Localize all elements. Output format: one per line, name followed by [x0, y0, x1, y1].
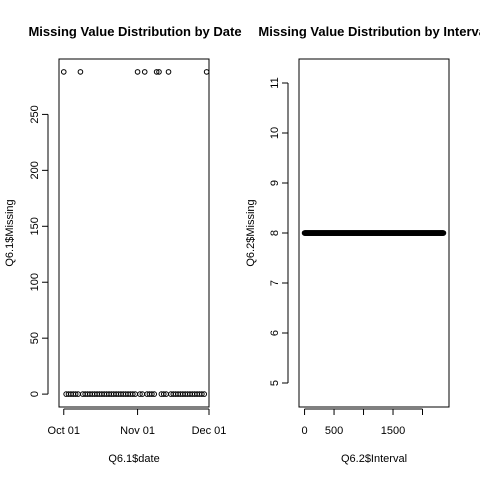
y-axis-title-interval: Q6.2$Missing [245, 199, 257, 266]
data-point [151, 391, 158, 397]
plot-frame-interval [298, 58, 450, 408]
data-point [137, 391, 143, 397]
points-interval [301, 230, 447, 236]
y-tick-label: 100 [29, 273, 41, 291]
data-point [440, 230, 447, 236]
y-tick-label: 7 [269, 280, 281, 286]
plot-frame-date [58, 58, 210, 408]
y-tick-label: 10 [269, 127, 281, 139]
data-point [60, 69, 67, 75]
x-axis-date: Oct 01 Nov 01 Dec 01 [48, 408, 227, 437]
chart-title-interval: Missing Value Distribution by Interval [258, 24, 480, 39]
data-point [149, 391, 155, 397]
data-point [165, 69, 172, 75]
y-tick-label: 200 [29, 161, 41, 179]
y-tick-label: 9 [269, 180, 281, 186]
data-point [77, 69, 84, 75]
y-tick-label: 250 [29, 105, 41, 123]
data-point [130, 391, 136, 397]
y-tick-label: 0 [29, 391, 41, 397]
y-axis-title-date: Q6.1$Missing [4, 199, 16, 266]
panel-date: Missing Value Distribution by Date 0 50 10… [4, 24, 242, 465]
data-point [199, 391, 205, 397]
chart-title-date: Missing Value Distribution by Date [28, 24, 241, 39]
y-tick-label: 50 [29, 332, 41, 344]
data-point [141, 69, 148, 75]
points-date [60, 69, 210, 397]
x-tick-label: 1500 [381, 425, 405, 437]
data-point [72, 391, 79, 397]
data-point [156, 69, 162, 75]
y-axis-interval: 5 6 7 8 9 10 11 [269, 77, 289, 386]
x-tick-label: 0 [301, 425, 307, 437]
x-axis-interval: 0 500 1500 [301, 408, 424, 437]
y-tick-label: 6 [269, 330, 281, 336]
data-point [203, 69, 210, 75]
y-axis-date: 0 50 100 150 200 250 [29, 105, 49, 397]
data-point [134, 69, 141, 75]
x-axis-title-date: Q6.1$date [108, 453, 159, 465]
x-tick-label: Oct 01 [48, 425, 80, 437]
x-tick-label: Dec 01 [192, 425, 227, 437]
data-point [160, 391, 167, 397]
data-point [153, 69, 160, 75]
y-tick-label: 11 [269, 77, 281, 88]
data-point [201, 391, 208, 397]
panel-interval: Missing Value Distribution by Interval 5… [245, 24, 480, 465]
x-tick-label: Nov 01 [120, 425, 155, 437]
y-tick-label: 150 [29, 217, 41, 235]
y-tick-label: 8 [269, 230, 281, 236]
x-tick-label: 500 [325, 425, 343, 437]
y-tick-label: 5 [269, 380, 281, 386]
x-axis-title-interval: Q6.2$Interval [341, 453, 407, 465]
